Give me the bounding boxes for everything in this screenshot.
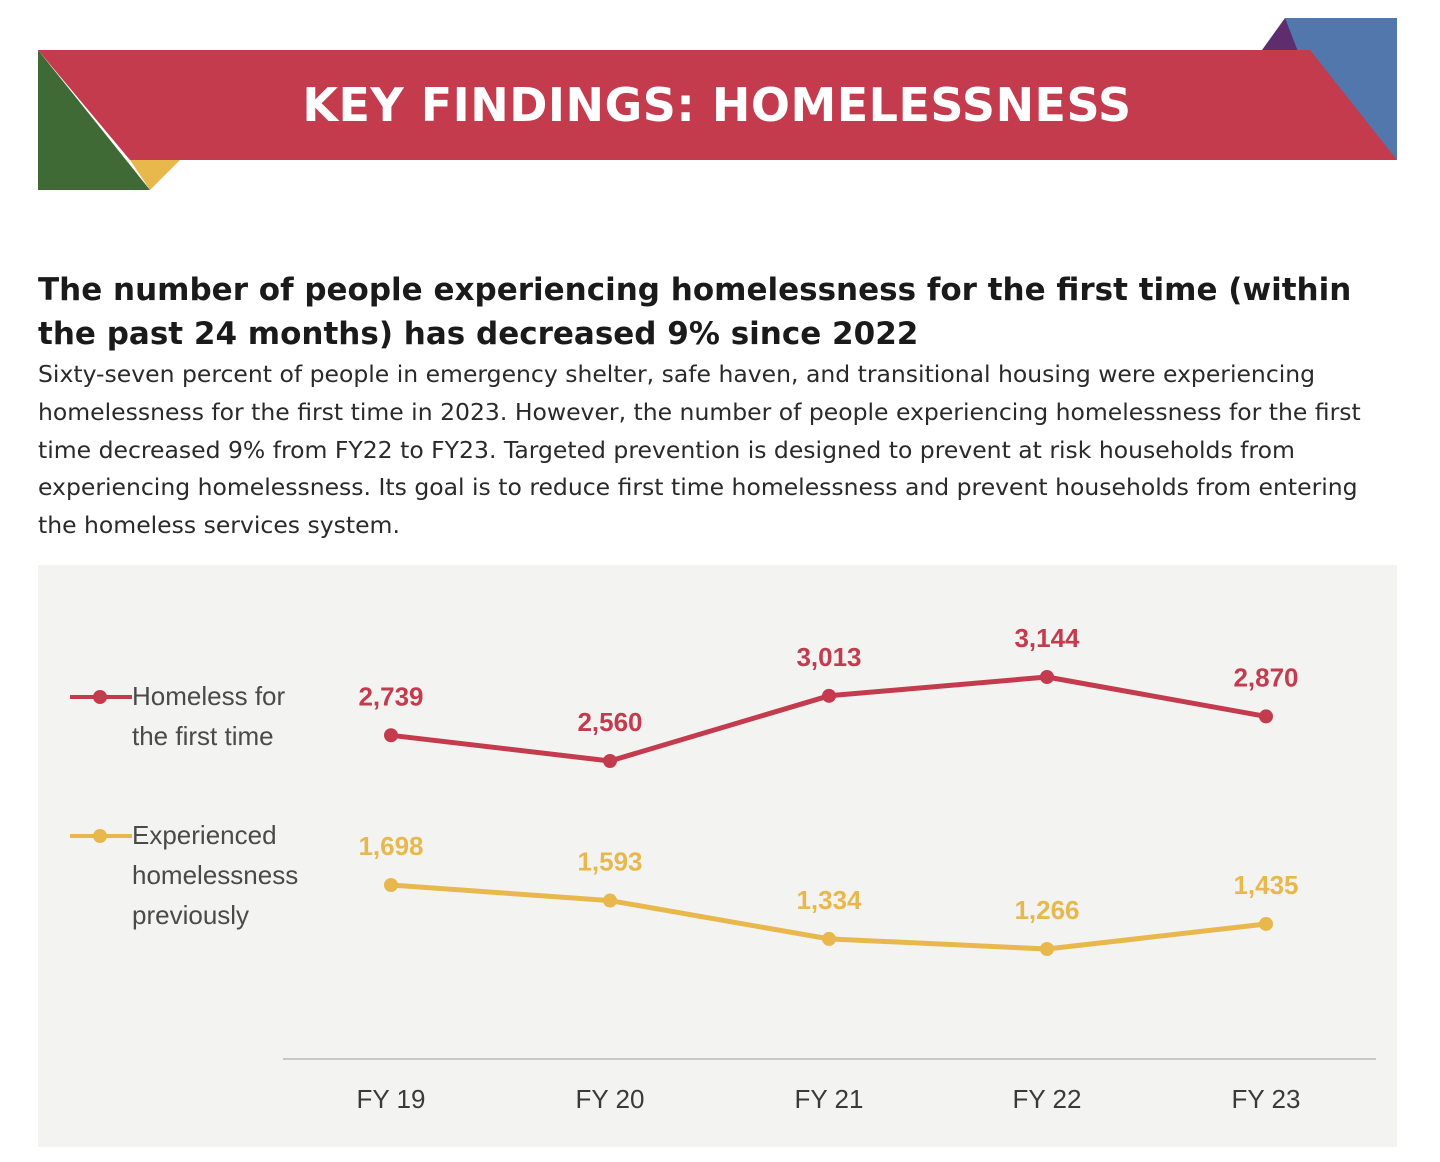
legend-item-first-time: Homeless for the first time	[70, 681, 302, 756]
x-tick-label-3: FY 21	[795, 1084, 864, 1114]
legend-swatch-previously	[70, 821, 132, 849]
x-tick-label-1: FY 19	[357, 1084, 426, 1114]
data-label-s2-3: 1,334	[796, 885, 862, 915]
data-point-s1-4	[1040, 670, 1054, 684]
data-point-s2-4	[1040, 942, 1054, 956]
banner-ribbon-graphic	[38, 18, 1397, 190]
chart-panel: 2,739 2,560 3,013 3,144 2,870 1,698 1,593 1,334…	[38, 565, 1397, 1147]
legend-swatch-first-time	[70, 682, 132, 710]
data-label-s2-5: 1,435	[1233, 870, 1298, 900]
legend-label-previously: Experienced homelessness previously	[132, 820, 299, 930]
line-chart: 2,739 2,560 3,013 3,144 2,870 1,698 1,593 1,334…	[283, 623, 1376, 1114]
data-point-s2-3	[822, 931, 836, 946]
banner-title: KEY FINDINGS: HOMELESSNESS	[302, 78, 1132, 132]
x-tick-label-4: FY 22	[1013, 1084, 1082, 1114]
banner-gold-corner	[130, 160, 180, 190]
data-point-s2-2	[603, 893, 617, 908]
banner-red-ribbon	[38, 50, 1397, 160]
data-point-s2-5	[1259, 916, 1273, 931]
data-point-s1-1	[384, 728, 398, 743]
data-label-s2-4: 1,266	[1014, 895, 1079, 925]
data-point-s2-1	[384, 878, 398, 892]
x-tick-label-5: FY 23	[1232, 1084, 1301, 1114]
data-point-s1-5	[1259, 709, 1273, 724]
banner-green-corner	[38, 50, 150, 190]
headline: The number of people experiencing homele…	[38, 272, 1352, 352]
data-label-s2-2: 1,593	[577, 847, 642, 877]
legend-item-previously: Experienced homelessness previously	[70, 820, 302, 935]
body-paragraph: Sixty-seven percent of people in emergen…	[38, 360, 1361, 540]
source-note-cut	[38, 1152, 198, 1162]
data-label-s1-3: 3,013	[796, 642, 861, 672]
legend-label-first-time: Homeless for the first time	[132, 681, 286, 751]
data-point-s1-3	[822, 688, 836, 703]
key-findings-banner: KEY FINDINGS: HOMELESSNESS	[0, 0, 1440, 200]
x-tick-label-2: FY 20	[576, 1084, 645, 1114]
data-label-s1-1: 2,739	[358, 681, 423, 711]
data-label-s2-1: 1,698	[358, 831, 423, 861]
data-point-s1-2	[603, 754, 617, 768]
data-label-s1-5: 2,870	[1233, 662, 1298, 692]
data-label-s1-2: 2,560	[577, 707, 642, 737]
banner-blue-corner	[1285, 18, 1397, 160]
data-label-s1-4: 3,144	[1014, 623, 1080, 653]
